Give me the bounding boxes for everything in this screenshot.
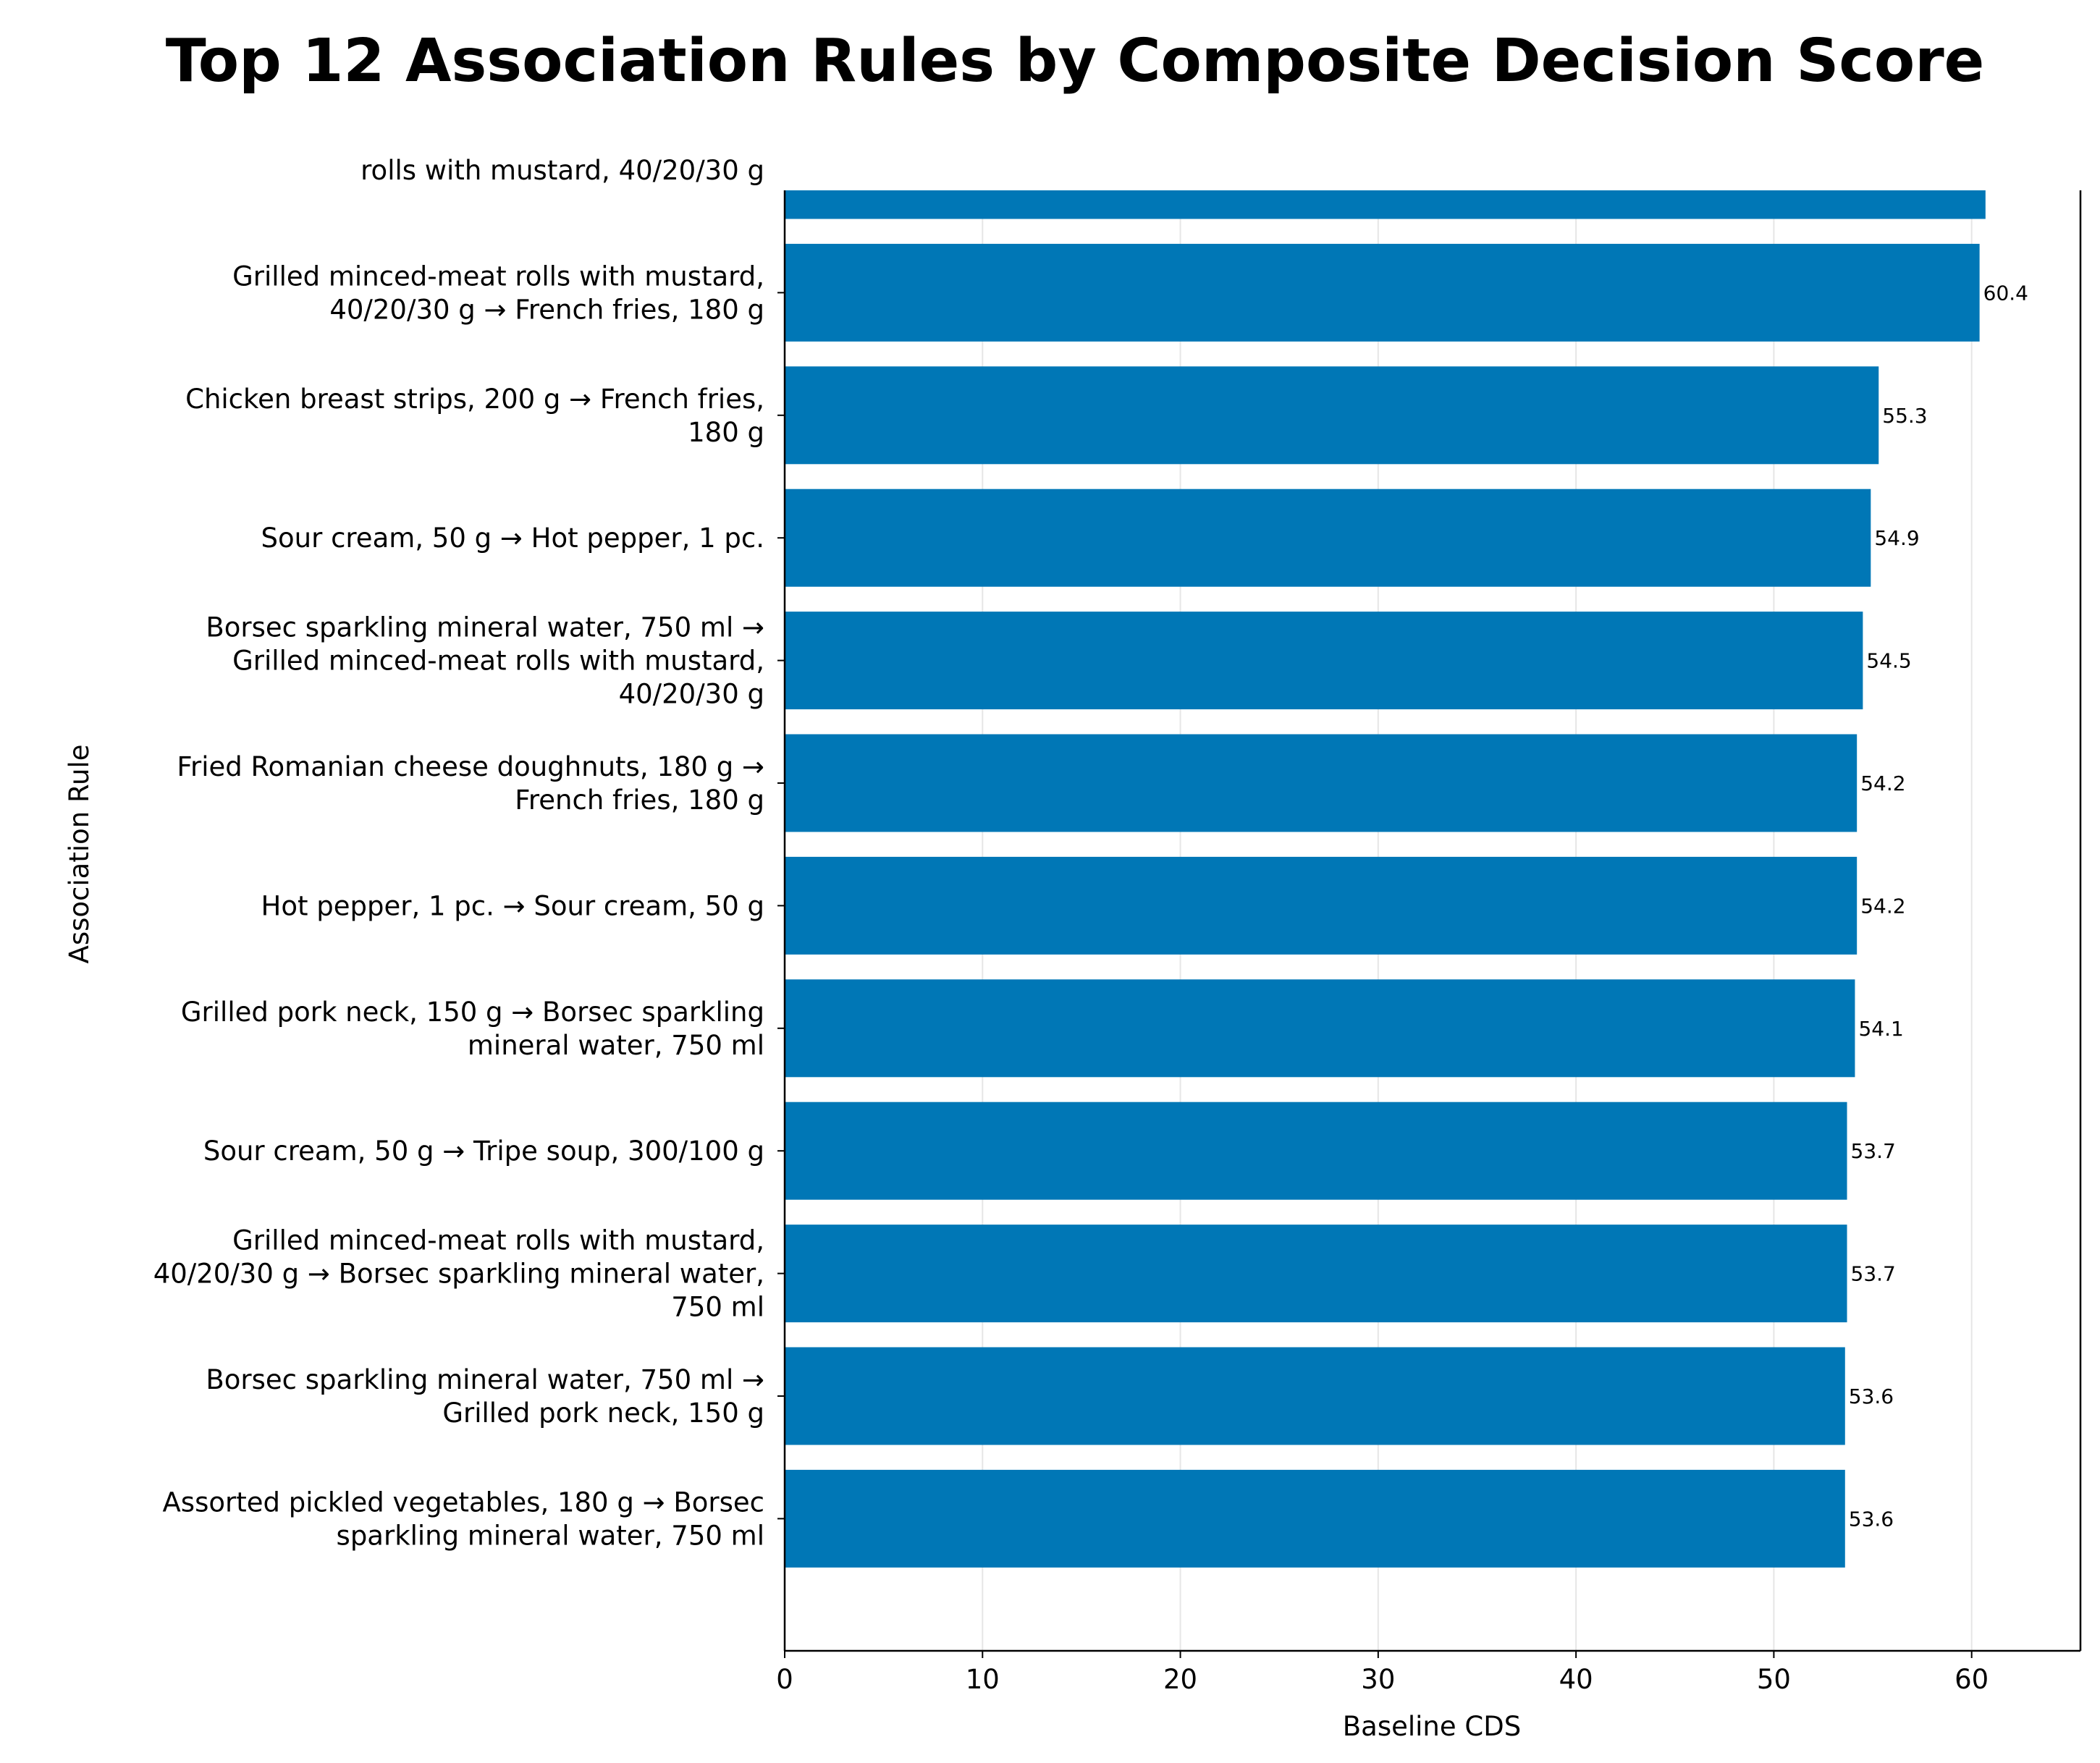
value-label-7: 54.1 <box>1858 1017 1903 1041</box>
value-label-4: 54.5 <box>1866 649 1911 673</box>
x-axis: 0 10 20 30 40 50 60 <box>776 1649 2080 1695</box>
y-axis-label: Association Rule <box>64 745 95 964</box>
x-tick-label-5: 50 <box>1757 1664 1791 1695</box>
category-label-11: Assorted pickled vegetables, 180 g → Bor… <box>163 1487 765 1551</box>
value-label-6: 54.2 <box>1860 894 1905 918</box>
category-label-3: Sour cream, 50 g → Hot pepper, 1 pc. <box>261 523 764 554</box>
category-label-1: Grilled minced-meat rolls with mustard, 4… <box>232 261 764 325</box>
bar-7 <box>785 979 1855 1078</box>
bar-9 <box>785 1225 1847 1323</box>
bar-5 <box>785 734 1857 832</box>
x-tick-label-3: 30 <box>1361 1664 1395 1695</box>
category-label-8: Sour cream, 50 g → Tripe soup, 300/100 g <box>203 1136 764 1167</box>
value-label-11: 53.6 <box>1849 1507 1894 1531</box>
bar-4 <box>785 612 1863 710</box>
category-label-10: Borsec sparkling mineral water, 750 ml →… <box>206 1364 764 1429</box>
bar-11 <box>785 1469 1845 1568</box>
bar-3 <box>785 489 1871 587</box>
bars <box>785 190 1986 1568</box>
value-label-3: 54.9 <box>1874 526 1919 550</box>
value-label-1: 60.4 <box>1983 281 2028 305</box>
category-label-0: rolls with mustard, 40/20/30 g <box>360 155 764 186</box>
value-label-5: 54.2 <box>1860 771 1905 795</box>
x-tick-label-1: 10 <box>966 1664 1000 1695</box>
x-tick-label-6: 60 <box>1954 1664 1989 1695</box>
x-axis-label: Baseline CDS <box>1343 1711 1521 1742</box>
value-label-8: 53.7 <box>1851 1139 1896 1163</box>
value-label-9: 53.7 <box>1851 1262 1896 1286</box>
value-label-10: 53.6 <box>1849 1384 1894 1408</box>
category-label-9: Grilled minced-meat rolls with mustard, 4… <box>153 1225 764 1323</box>
x-tick-label-2: 20 <box>1163 1664 1197 1695</box>
bar-1 <box>785 243 1980 342</box>
category-label-2: Chicken breast strips, 200 g → French fr… <box>185 384 764 448</box>
category-label-5: Fried Romanian cheese doughnuts, 180 g →… <box>177 751 764 816</box>
chart-title: Top 12 Association Rules by Composite De… <box>166 27 1985 96</box>
value-label-2: 55.3 <box>1882 404 1927 428</box>
bar-10 <box>785 1347 1845 1445</box>
bar-2 <box>785 366 1879 465</box>
category-label-4: Borsec sparkling mineral water, 750 ml →… <box>206 612 764 710</box>
bar-8 <box>785 1102 1847 1200</box>
bar-6 <box>785 856 1857 955</box>
value-labels: 60.4 55.3 54.9 54.5 54.2 54.2 54.1 53.7 53.7 53.6… <box>1849 281 2028 1531</box>
x-tick-label-0: 0 <box>776 1664 793 1695</box>
y-axis: rolls with mustard, 40/20/30 g Grilled mi… <box>153 155 2082 1651</box>
category-label-6: Hot pepper, 1 pc. → Sour cream, 50 g <box>261 890 764 921</box>
bar-0 <box>785 190 1986 219</box>
x-tick-label-4: 40 <box>1559 1664 1593 1695</box>
category-label-7: Grilled pork neck, 150 g → Borsec sparkl… <box>181 997 764 1061</box>
